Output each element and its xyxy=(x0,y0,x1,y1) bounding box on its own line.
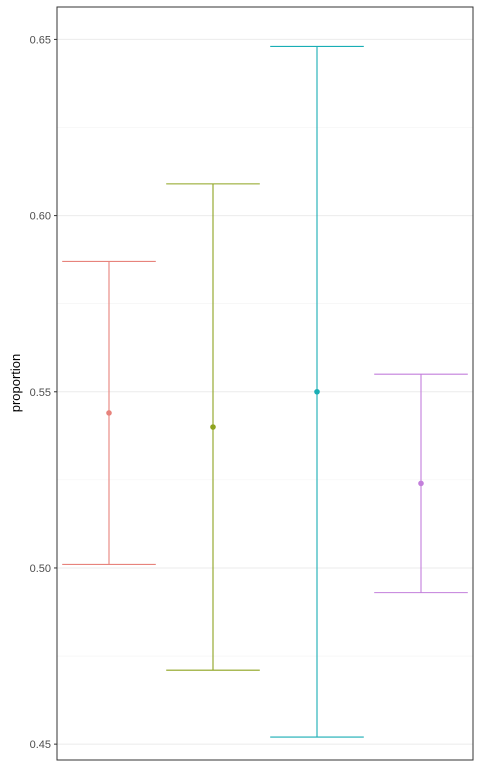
error-bar-group xyxy=(166,183,260,671)
error-bars xyxy=(62,45,468,738)
y-tick-label: 0.60 xyxy=(30,211,51,223)
y-tick-label: 0.65 xyxy=(30,34,51,46)
error-bar-group xyxy=(374,373,468,594)
error-bar-group xyxy=(270,45,364,738)
estimate-point xyxy=(106,410,112,416)
estimate-point xyxy=(314,388,320,395)
estimate-point xyxy=(418,480,424,487)
y-tick-label: 0.45 xyxy=(30,739,51,751)
plot-panel-background xyxy=(57,7,473,760)
y-axis: 0.45 0.50 0.55 0.60 0.65 xyxy=(30,34,57,751)
y-axis-title: proportion xyxy=(8,354,23,413)
grid-lines xyxy=(57,38,473,745)
y-tick-label: 0.50 xyxy=(30,563,51,575)
plot-panel-border xyxy=(56,6,474,761)
error-bar-group xyxy=(62,260,156,565)
y-tick-label: 0.55 xyxy=(30,387,51,399)
estimate-point xyxy=(210,424,216,430)
